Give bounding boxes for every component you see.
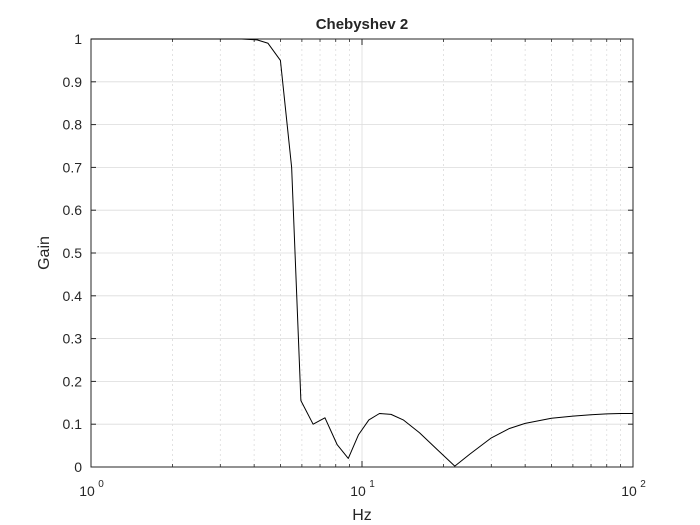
y-tick-label: 1 xyxy=(74,31,82,47)
y-tick-label: 0.7 xyxy=(63,159,83,175)
y-tick-label: 0.4 xyxy=(63,288,83,304)
y-axis-label: Gain xyxy=(36,236,53,270)
chart-title: Chebyshev 2 xyxy=(316,16,409,33)
y-tick-label: 0.6 xyxy=(63,202,83,218)
major-gridlines xyxy=(90,38,634,468)
y-tick-label: 0.3 xyxy=(63,331,83,347)
y-tick-label: 0.9 xyxy=(63,74,83,90)
x-tick-exponent: 1 xyxy=(369,479,375,490)
series-line xyxy=(91,38,633,467)
series-layer xyxy=(91,38,633,467)
x-tick-label: 10 xyxy=(350,483,366,499)
y-tick-label: 0.8 xyxy=(63,117,83,133)
x-tick-labels: 10 0 10 1 10 2 xyxy=(79,479,646,499)
y-tick-label: 0.1 xyxy=(63,416,83,432)
y-tick-label: 0 xyxy=(74,459,82,475)
y-tick-label: 0.2 xyxy=(63,373,83,389)
x-tick-label: 10 xyxy=(79,483,95,499)
y-tick-label: 0.5 xyxy=(63,245,83,261)
x-tick-exponent: 0 xyxy=(98,479,104,490)
minor-gridlines xyxy=(172,39,621,467)
x-tick-exponent: 2 xyxy=(640,479,646,490)
x-axis-label: Hz xyxy=(352,507,372,524)
y-tick-labels: 0 0.1 0.2 0.3 0.4 0.5 0.6 0.7 0.8 0.9 1 xyxy=(63,31,83,475)
x-tick-label: 10 xyxy=(621,483,637,499)
